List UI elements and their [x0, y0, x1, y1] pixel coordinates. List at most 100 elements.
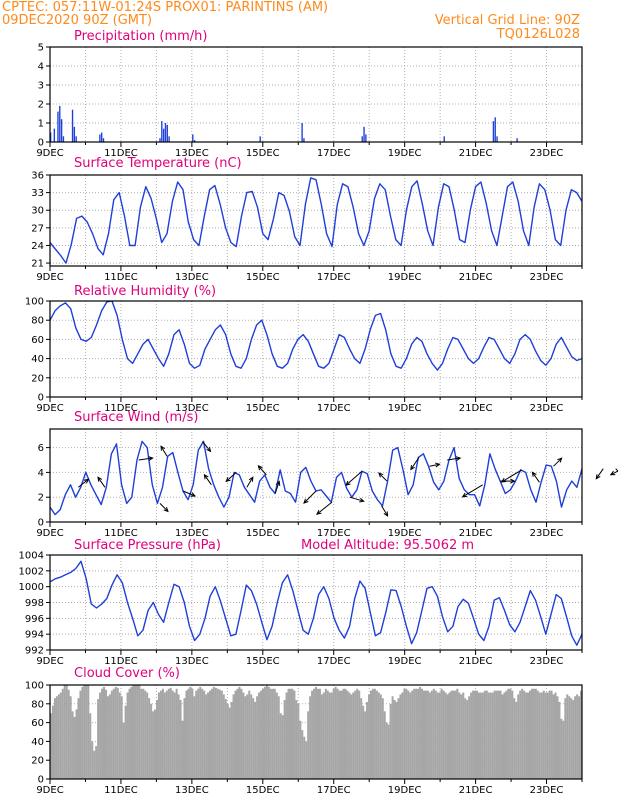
x-tick-label: 17DEC: [317, 528, 351, 539]
y-tick-label: 30: [31, 206, 44, 217]
x-tick-label: 9DEC: [36, 528, 63, 539]
rh-panel: 0 20 40 60 80 100 9DEC 11DEC 13DEC 15DEC 17DEC 19DE…: [25, 284, 583, 414]
wind-vector: [303, 490, 317, 504]
precip-bar: [443, 136, 445, 142]
cloud-bar: [248, 690, 251, 779]
cloud-bar: [218, 689, 221, 779]
cloud-bar: [336, 688, 339, 779]
cloud-bar: [295, 700, 298, 779]
wind-arrow-shaft: [225, 472, 237, 482]
cloud-bar: [509, 688, 512, 779]
wind-arrow-shaft: [182, 490, 196, 497]
wind-arrow-shaft: [78, 478, 89, 488]
cloud-bar: [97, 699, 100, 779]
cloud-bar: [421, 688, 424, 779]
x-tick-label: 23DEC: [530, 528, 564, 539]
precip-bar: [73, 126, 76, 142]
cloud-bar: [574, 696, 577, 779]
cloud-bar: [75, 709, 78, 779]
cloud-bar: [532, 688, 535, 779]
wind-arrow-head: [83, 478, 90, 484]
pres-panel: 992 994 996 998 1000 1002 1004 9DEC 11DEC 13DEC 15…: [19, 538, 583, 667]
x-tick-label: 9DEC: [36, 656, 63, 667]
y-tick-label: 80: [31, 699, 44, 710]
wind-vector: [609, 470, 618, 476]
x-tick-label: 21DEC: [459, 272, 493, 283]
wind-vector: [97, 476, 106, 488]
wind-vector: [378, 472, 388, 482]
precip-bar: [164, 123, 167, 142]
wind-vector: [349, 496, 365, 503]
cloud-bar: [466, 700, 469, 779]
cloud-bar: [393, 700, 396, 779]
cloud-bar: [99, 692, 102, 779]
cloud-bar: [67, 689, 70, 779]
wind-arrow-head: [160, 445, 166, 451]
wind-arrow-head: [531, 471, 537, 477]
cloud-bar: [228, 707, 231, 779]
wind-arrow-shaft: [274, 481, 280, 494]
wind-arrow-head: [303, 498, 309, 504]
cloud-bar: [287, 688, 290, 779]
rh-title: Relative Humidity (%): [74, 284, 216, 299]
y-tick-label: 1002: [19, 566, 44, 577]
wind-arrow-shaft: [345, 470, 363, 486]
cloud-bar: [177, 694, 180, 779]
y-tick-label: 4: [38, 468, 44, 479]
cloud-bar: [460, 694, 463, 779]
precip-bar: [102, 138, 105, 142]
x-tick-label: 11DEC: [104, 528, 138, 539]
wind-arrow-head: [206, 446, 212, 453]
cloud-bar: [315, 686, 318, 779]
wind-vector: [274, 480, 281, 494]
cloud-bar: [360, 698, 363, 779]
wind-arrow-shaft: [203, 474, 212, 486]
cloud-bar: [497, 690, 500, 779]
run-date: 09DEC2020 90Z (GMT): [2, 13, 153, 28]
wind-arrow-shaft: [316, 501, 333, 515]
x-tick-label: 15DEC: [246, 528, 280, 539]
y-tick-label: 996: [25, 614, 44, 625]
cloud-bar: [271, 688, 274, 779]
wind-vector: [531, 471, 540, 483]
cloud-bar: [375, 690, 378, 779]
x-tick-label: 23DEC: [530, 656, 564, 667]
cloud-bar: [79, 690, 82, 779]
cloud-panel: 0 20 40 60 80 100 9DEC 11DEC 13DEC 15DEC 17DEC 19DE…: [25, 666, 583, 796]
cloud-bar: [446, 694, 449, 779]
cloud-bar: [144, 690, 147, 779]
wind-arrow-shaft: [257, 465, 267, 476]
cloud-bar: [501, 694, 504, 779]
y-tick-label: 1: [38, 119, 44, 130]
cloud-bar: [334, 686, 337, 779]
cloud-bar: [528, 690, 531, 779]
wind-arrow-head: [275, 480, 281, 487]
cloud-bar: [493, 690, 496, 779]
cloud-bar: [403, 688, 406, 779]
wind-panel: 0 2 4 6 9DEC 11DEC 13DEC 15DEC 17DEC 19DEC 21DEC 23…: [36, 410, 618, 539]
cloud-bar: [534, 688, 537, 779]
cloud-bar: [474, 690, 477, 779]
cloud-bar: [450, 690, 453, 779]
y-tick-label: 27: [31, 223, 44, 234]
wind-vector: [159, 503, 169, 513]
y-tick-label: 60: [31, 718, 44, 729]
cloud-bar: [285, 692, 288, 779]
pres-frame: [49, 554, 583, 651]
x-tick-label: 19DEC: [388, 403, 422, 414]
cloud-bar: [199, 686, 202, 779]
cloud-bar: [167, 688, 170, 779]
cloud-bar: [65, 685, 68, 779]
precip-bar: [301, 123, 303, 142]
y-tick-label: 0: [38, 518, 44, 529]
model-altitude: Model Altitude: 95.5062 m: [301, 538, 474, 553]
cloud-bar: [566, 694, 569, 779]
cloud-bar: [344, 688, 347, 779]
rh-frame: [49, 300, 583, 398]
x-tick-label: 21DEC: [459, 528, 493, 539]
cloud-bar: [397, 698, 400, 779]
cloud-bar: [77, 698, 80, 779]
cloud-bar: [452, 690, 455, 779]
cloud-bar: [456, 688, 459, 779]
wind-arrow-shaft: [410, 457, 420, 470]
